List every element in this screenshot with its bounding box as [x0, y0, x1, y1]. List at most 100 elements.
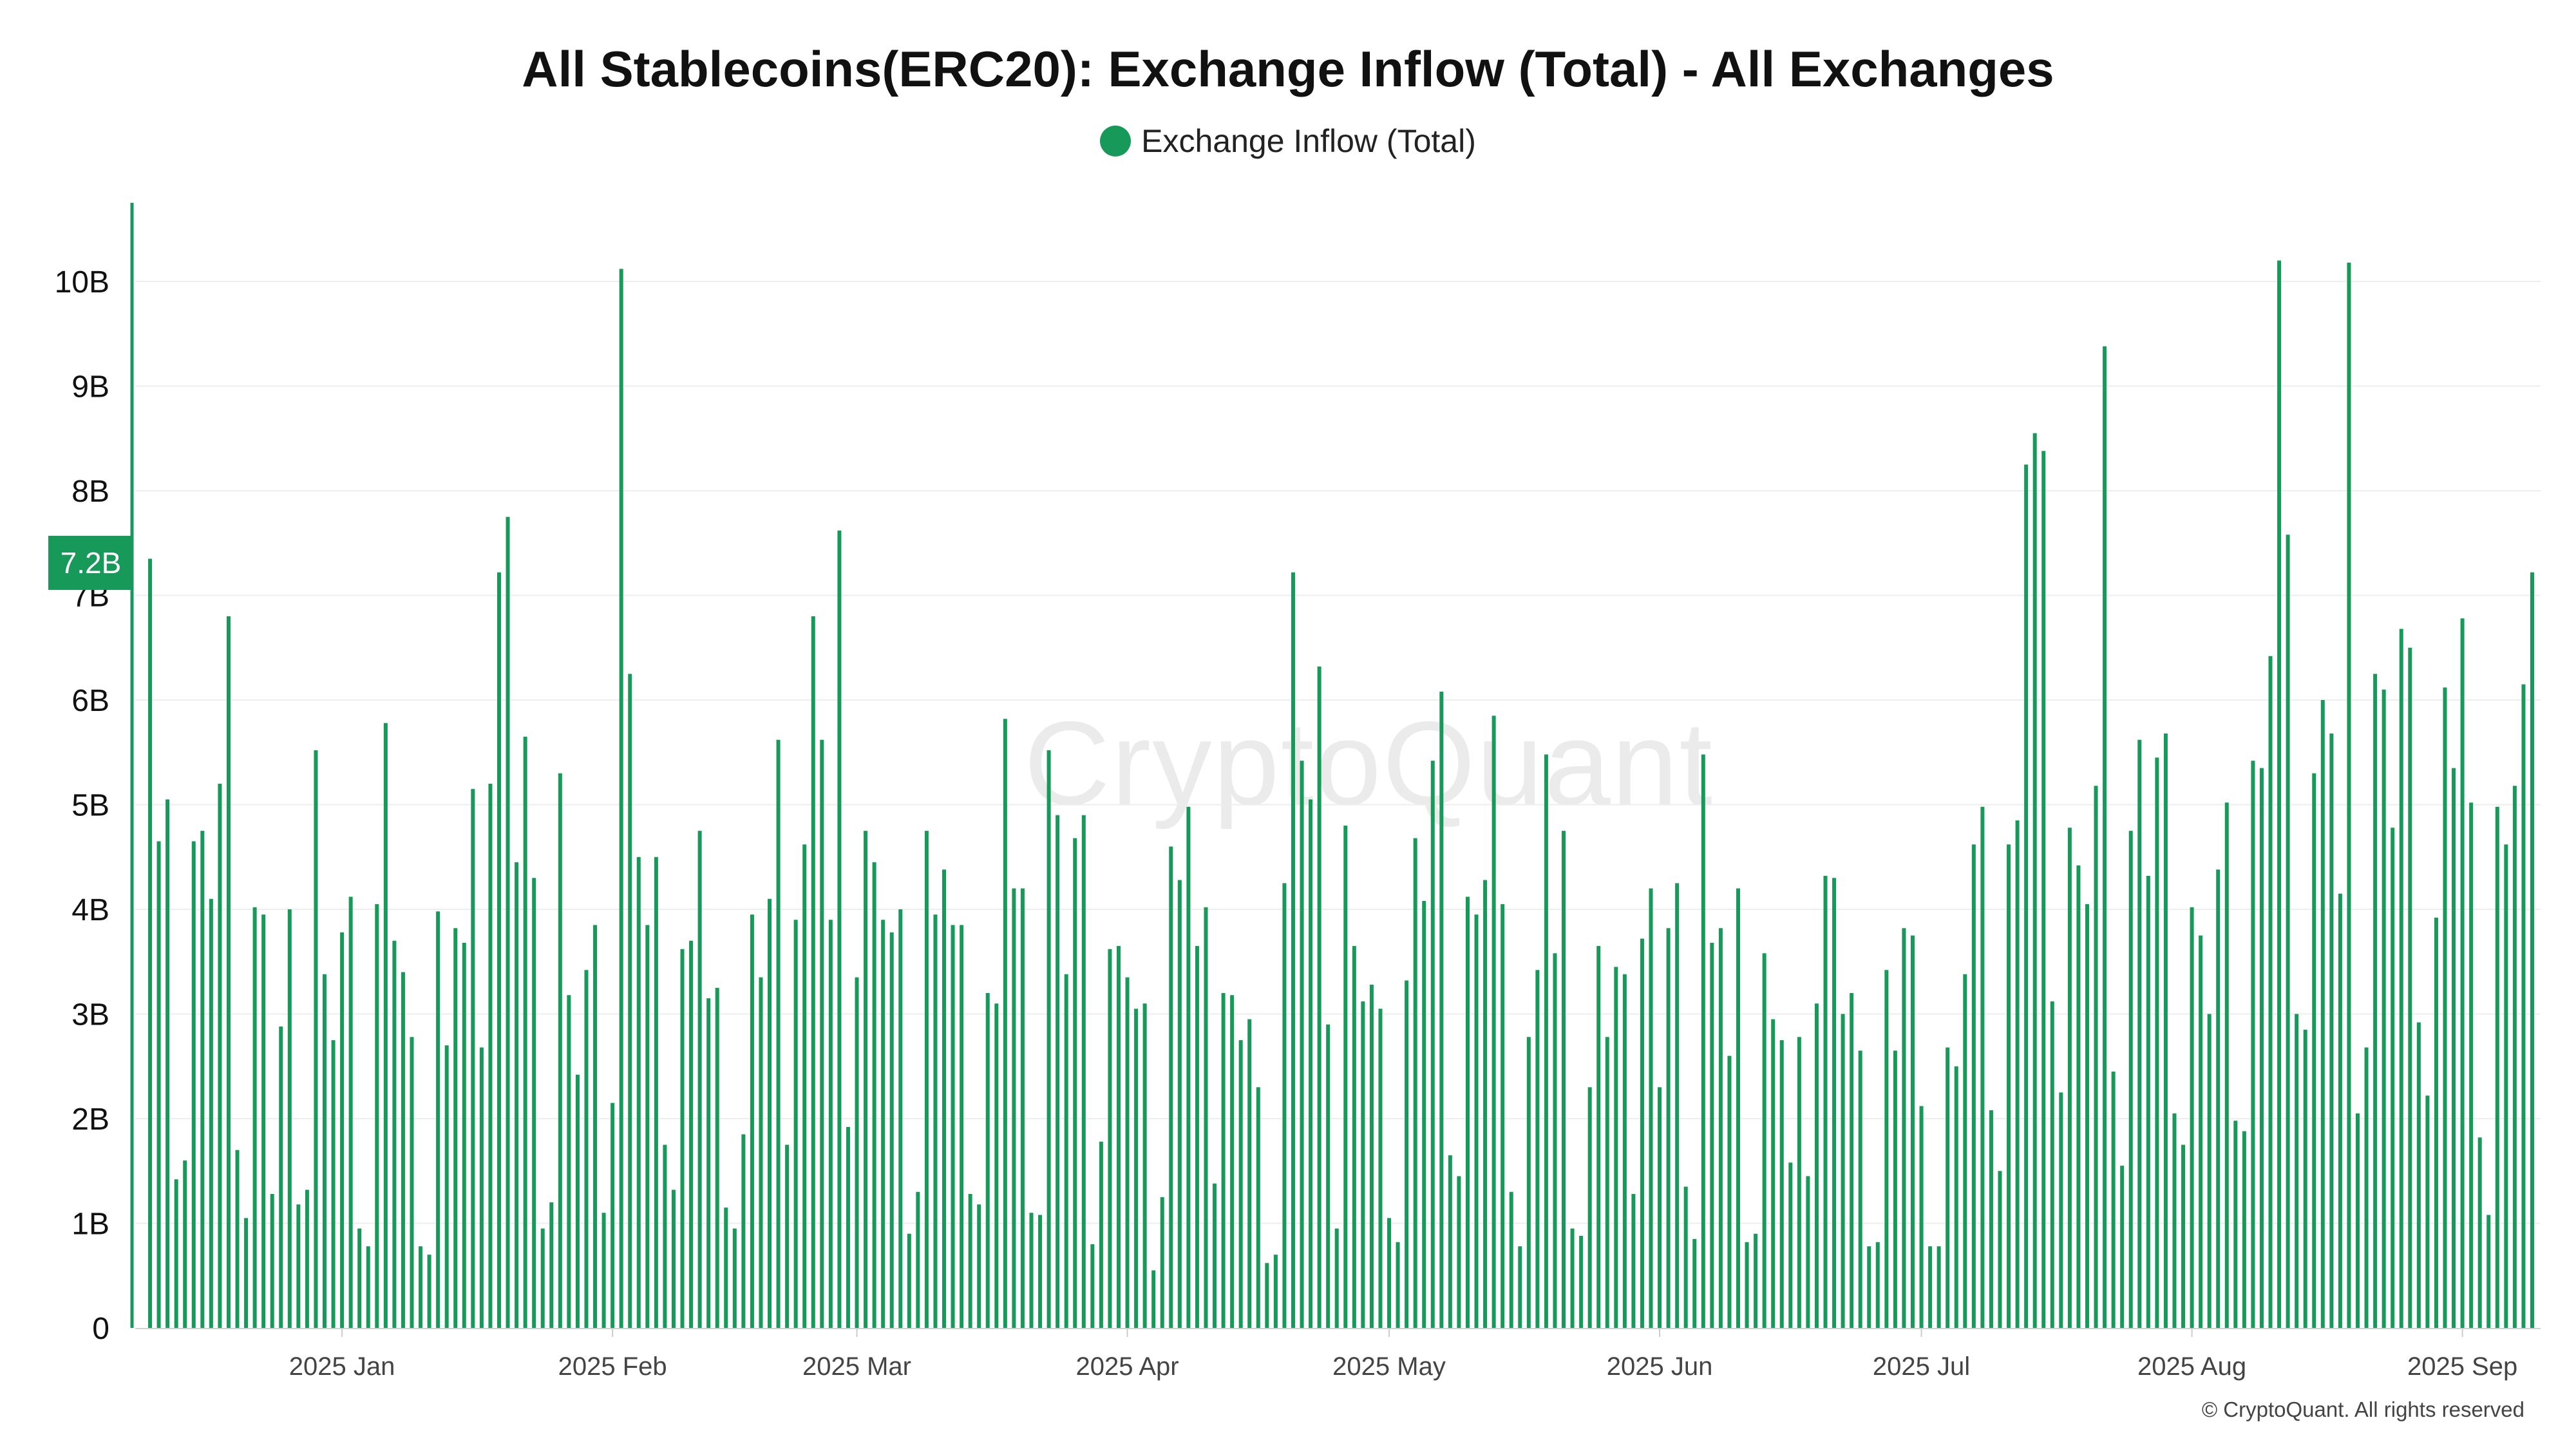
bar[interactable]: [1998, 1171, 2002, 1328]
bar[interactable]: [1771, 1019, 1776, 1328]
bar[interactable]: [1875, 1242, 1880, 1328]
bar[interactable]: [1902, 928, 1906, 1328]
bar[interactable]: [1779, 1040, 1784, 1328]
bar[interactable]: [1343, 826, 1348, 1328]
bar[interactable]: [1247, 1019, 1252, 1328]
bar[interactable]: [462, 943, 466, 1328]
bar[interactable]: [1439, 692, 1444, 1328]
bar[interactable]: [584, 970, 589, 1328]
bar[interactable]: [864, 831, 868, 1328]
bar[interactable]: [1046, 750, 1051, 1328]
bar[interactable]: [706, 998, 711, 1328]
bar[interactable]: [340, 932, 345, 1328]
bar[interactable]: [1579, 1236, 1584, 1328]
bar[interactable]: [1134, 1009, 1139, 1328]
bar[interactable]: [2434, 918, 2438, 1328]
bar[interactable]: [401, 972, 405, 1329]
bar[interactable]: [2242, 1131, 2246, 1329]
bar[interactable]: [724, 1208, 728, 1328]
bar[interactable]: [715, 987, 719, 1328]
bar[interactable]: [479, 1047, 484, 1329]
bar[interactable]: [1658, 1087, 1662, 1328]
bar[interactable]: [1448, 1155, 1452, 1328]
bar[interactable]: [2486, 1215, 2491, 1329]
bar[interactable]: [1430, 761, 1435, 1328]
bar[interactable]: [1081, 815, 1086, 1328]
bar[interactable]: [2521, 684, 2526, 1328]
bar[interactable]: [1605, 1037, 1609, 1328]
bar[interactable]: [1718, 928, 1723, 1328]
bar[interactable]: [1683, 1186, 1688, 1328]
bar[interactable]: [1492, 715, 1496, 1328]
bar[interactable]: [575, 1074, 580, 1328]
bar[interactable]: [1553, 953, 1557, 1328]
bar[interactable]: [1405, 980, 1409, 1329]
bar[interactable]: [200, 831, 205, 1328]
bar[interactable]: [2146, 876, 2150, 1328]
bar[interactable]: [191, 841, 196, 1328]
bar[interactable]: [2199, 935, 2203, 1328]
bar[interactable]: [916, 1191, 920, 1328]
bar[interactable]: [1273, 1255, 1278, 1328]
bar[interactable]: [2495, 806, 2499, 1328]
bar[interactable]: [453, 928, 458, 1328]
bar[interactable]: [846, 1127, 850, 1328]
bar[interactable]: [1832, 878, 1837, 1328]
bar[interactable]: [357, 1228, 362, 1328]
bar[interactable]: [2067, 828, 2072, 1328]
bar[interactable]: [793, 920, 798, 1328]
bar[interactable]: [785, 1144, 790, 1328]
bar[interactable]: [1919, 1106, 1924, 1329]
bar[interactable]: [811, 616, 815, 1328]
bar[interactable]: [2103, 346, 2107, 1328]
bar[interactable]: [1422, 901, 1426, 1328]
bar[interactable]: [444, 1045, 449, 1328]
bar[interactable]: [697, 831, 702, 1328]
bar[interactable]: [2364, 1047, 2369, 1329]
bar[interactable]: [1038, 1215, 1043, 1329]
bar[interactable]: [1238, 1040, 1243, 1328]
bar[interactable]: [2059, 1092, 2063, 1328]
bar[interactable]: [2312, 773, 2316, 1328]
bar[interactable]: [2190, 907, 2194, 1328]
bar[interactable]: [2259, 768, 2264, 1328]
bar[interactable]: [1788, 1162, 1793, 1328]
bar[interactable]: [1928, 1246, 1933, 1328]
bar[interactable]: [898, 909, 903, 1328]
bar[interactable]: [828, 920, 833, 1328]
bar[interactable]: [2416, 1022, 2421, 1329]
bar[interactable]: [305, 1189, 309, 1329]
bar[interactable]: [732, 1228, 737, 1328]
bar[interactable]: [410, 1037, 414, 1328]
bar[interactable]: [2399, 629, 2403, 1329]
bar[interactable]: [1745, 1242, 1749, 1328]
bar[interactable]: [2320, 700, 2325, 1328]
bar[interactable]: [2085, 904, 2089, 1328]
bar[interactable]: [1858, 1050, 1862, 1328]
bar[interactable]: [1465, 896, 1470, 1329]
bar[interactable]: [1736, 888, 1740, 1329]
bar[interactable]: [820, 739, 824, 1328]
bar[interactable]: [218, 784, 222, 1328]
bar[interactable]: [1823, 876, 1828, 1328]
bar[interactable]: [2460, 618, 2465, 1328]
bar[interactable]: [2303, 1029, 2307, 1328]
bar[interactable]: [1326, 1024, 1331, 1328]
bar[interactable]: [968, 1194, 972, 1328]
bar[interactable]: [1850, 993, 1854, 1328]
bar[interactable]: [1797, 1037, 1801, 1328]
bar[interactable]: [1535, 970, 1540, 1328]
bar[interactable]: [1108, 949, 1112, 1328]
bar[interactable]: [2015, 820, 2020, 1328]
bar[interactable]: [601, 1213, 606, 1328]
bar[interactable]: [174, 1179, 178, 1328]
bar[interactable]: [1814, 1003, 1819, 1328]
bar[interactable]: [296, 1204, 301, 1328]
bar[interactable]: [1282, 883, 1287, 1328]
bar[interactable]: [1570, 1228, 1575, 1328]
bar[interactable]: [654, 857, 658, 1328]
bar[interactable]: [2076, 865, 2081, 1328]
bar[interactable]: [1622, 974, 1627, 1328]
bar[interactable]: [942, 869, 946, 1328]
